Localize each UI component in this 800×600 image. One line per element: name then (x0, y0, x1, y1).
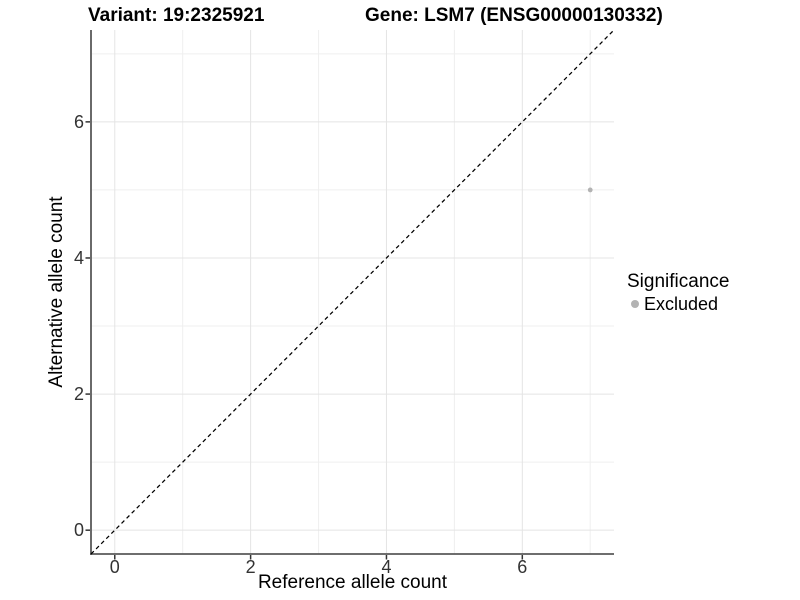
legend: Significance Excluded (627, 271, 729, 315)
y-tick-label: 4 (73, 247, 84, 268)
x-axis-title: Reference allele count (257, 572, 448, 593)
x-tick-label: 4 (381, 557, 392, 577)
x-tick-label: 6 (517, 557, 528, 577)
x-tick-label: 2 (245, 557, 256, 577)
y-tick-label: 0 (73, 520, 84, 541)
legend-dot-icon (631, 300, 639, 308)
data-point (587, 187, 593, 193)
identity-line (90, 29, 615, 555)
x-tick-label: 0 (109, 557, 120, 577)
legend-item-label: Excluded (644, 293, 719, 314)
legend-title: Significance (627, 271, 730, 292)
y-tick-label: 2 (73, 384, 84, 405)
y-tick-label: 6 (73, 111, 84, 132)
plot-title-variant: Variant: 19:2325921 (88, 5, 265, 26)
legend-item: Excluded (627, 293, 729, 315)
plot-title-gene: Gene: LSM7 (ENSG00000130332) (365, 5, 663, 26)
y-axis-title: Alternative allele count (46, 196, 67, 388)
